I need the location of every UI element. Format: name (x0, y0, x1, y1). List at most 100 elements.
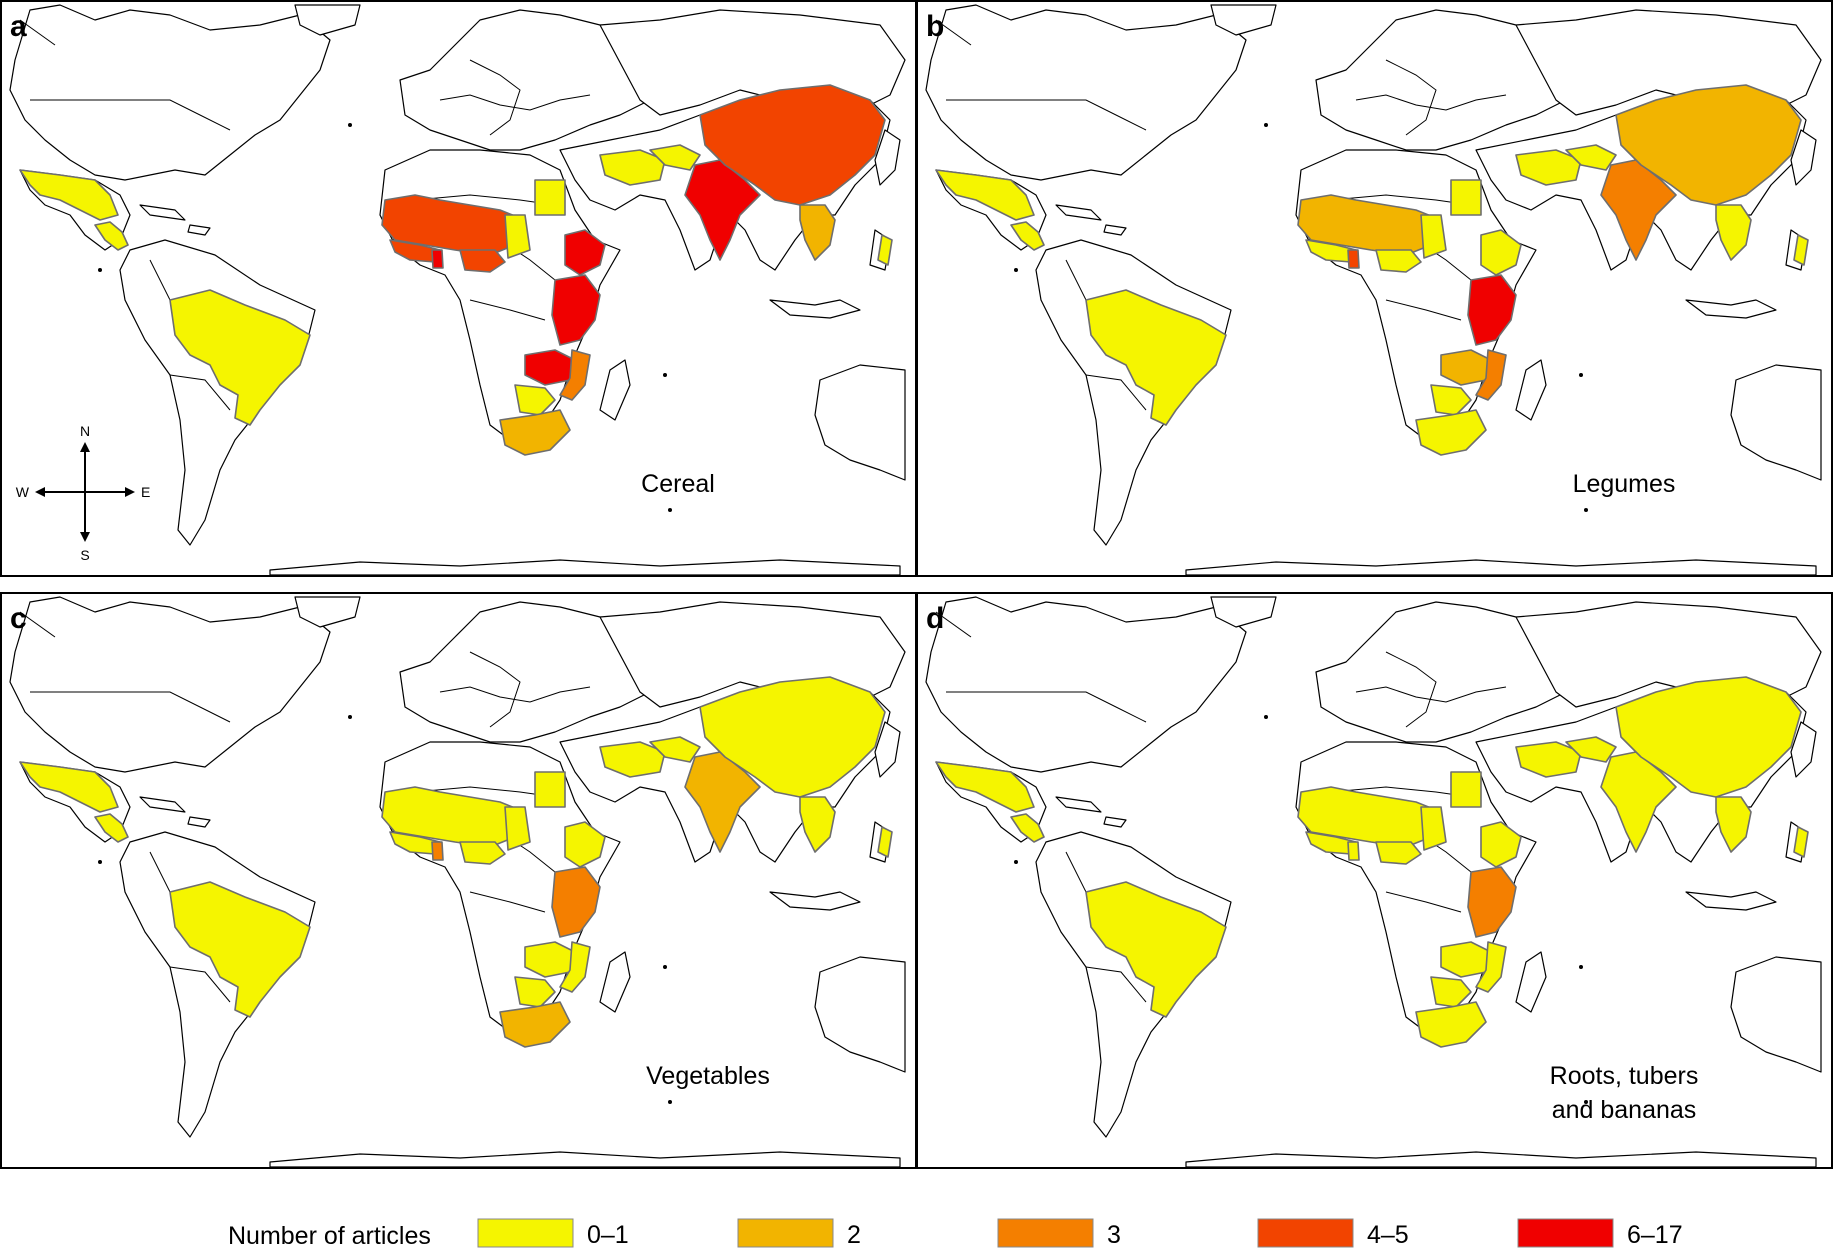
country-zimbabwe (1430, 976, 1472, 1008)
country-south-africa (1415, 1001, 1487, 1048)
country-egypt (534, 179, 566, 216)
country-china (1615, 676, 1802, 798)
country-ethiopia (564, 821, 606, 868)
legend-label: 0–1 (587, 1221, 629, 1249)
panel-letter: c (10, 602, 27, 635)
country-mozambique (1475, 349, 1507, 401)
legend-label: 2 (847, 1221, 861, 1249)
country-south-africa (499, 1001, 571, 1048)
panel-letter: b (926, 10, 944, 43)
country-nigeria (459, 249, 506, 273)
country-philippines (1793, 826, 1809, 858)
country-central-asia (1565, 736, 1617, 763)
country-kenya-tanzania (551, 274, 601, 346)
country-southeast-asia (799, 204, 836, 261)
country-central-asia (649, 736, 701, 763)
country-southeast-asia (1715, 796, 1752, 853)
country-zimbabwe (514, 976, 556, 1008)
legend-swatch (1257, 1218, 1354, 1248)
country-ghana (1347, 841, 1360, 861)
country-central-america (1010, 813, 1045, 843)
panel-caption-line-2: and bananas (1552, 1096, 1697, 1124)
compass-south: S (80, 547, 89, 563)
country-philippines (1793, 234, 1809, 266)
country-central-america (94, 221, 129, 251)
country-mozambique (559, 941, 591, 993)
country-central-america (1010, 221, 1045, 251)
country-zimbabwe (1430, 384, 1472, 416)
country-south-africa (499, 409, 571, 456)
country-south-africa (1415, 409, 1487, 456)
compass-rose: N S W E (16, 423, 151, 563)
map-panel-b: b Legumes (916, 0, 1833, 577)
legend-title: Number of articles (228, 1222, 431, 1250)
panel-caption: Legumes (1573, 470, 1676, 498)
map-panel-a: a Cereal N S W E (0, 0, 917, 577)
compass-north: N (80, 423, 90, 439)
country-zimbabwe (514, 384, 556, 416)
country-niger-chad (1420, 806, 1447, 851)
country-kenya-tanzania (1467, 274, 1517, 346)
country-ethiopia (564, 229, 606, 276)
country-mozambique (1475, 941, 1507, 993)
country-mexico (935, 169, 1035, 221)
panel-letter: d (926, 602, 944, 635)
country-central-america (94, 813, 129, 843)
country-nigeria (1375, 249, 1422, 273)
country-ghana (1347, 249, 1360, 269)
country-mexico (19, 169, 119, 221)
country-china (699, 676, 886, 798)
legend-label: 3 (1107, 1221, 1121, 1249)
map-panel-d: d Roots, tubers and bananas (916, 592, 1833, 1169)
legend-label: 6–17 (1627, 1221, 1683, 1249)
country-egypt (1450, 179, 1482, 216)
country-central-asia (649, 144, 701, 171)
country-nigeria (459, 841, 506, 865)
country-kenya-tanzania (1467, 866, 1517, 938)
country-brazil (1085, 289, 1227, 426)
panel-letter: a (10, 10, 27, 43)
country-egypt (534, 771, 566, 808)
country-middle-east (599, 149, 666, 186)
country-ethiopia (1480, 229, 1522, 276)
legend-swatch (997, 1218, 1094, 1248)
compass-east: E (141, 484, 150, 500)
country-middle-east (1515, 741, 1582, 778)
panel-caption: Roots, tubers (1550, 1062, 1699, 1090)
country-southeast-asia (1715, 204, 1752, 261)
country-ghana (431, 841, 444, 861)
country-mexico (19, 761, 119, 813)
legend-swatch (1517, 1218, 1614, 1248)
country-kenya-tanzania (551, 866, 601, 938)
country-brazil (1085, 881, 1227, 1018)
country-central-asia (1565, 144, 1617, 171)
legend-swatch (477, 1218, 574, 1248)
legend: Number of articles 0–1 2 3 4–5 6–17 (228, 1218, 1683, 1250)
country-philippines (877, 234, 893, 266)
compass-west: W (16, 484, 30, 500)
country-brazil (169, 881, 311, 1018)
country-egypt (1450, 771, 1482, 808)
country-nigeria (1375, 841, 1422, 865)
country-niger-chad (504, 214, 531, 259)
panel-caption: Cereal (641, 470, 715, 498)
panel-caption: Vegetables (646, 1062, 770, 1090)
country-china (699, 84, 886, 206)
country-china (1615, 84, 1802, 206)
country-middle-east (599, 741, 666, 778)
legend-swatch (737, 1218, 834, 1248)
legend-label: 4–5 (1367, 1221, 1409, 1249)
country-brazil (169, 289, 311, 426)
country-mexico (935, 761, 1035, 813)
country-niger-chad (1420, 214, 1447, 259)
compass-arrows-icon (40, 447, 130, 537)
country-mozambique (559, 349, 591, 401)
country-southeast-asia (799, 796, 836, 853)
country-philippines (877, 826, 893, 858)
country-middle-east (1515, 149, 1582, 186)
map-panel-c: c Vegetables (0, 592, 917, 1169)
country-niger-chad (504, 806, 531, 851)
country-ghana (431, 249, 444, 269)
country-ethiopia (1480, 821, 1522, 868)
